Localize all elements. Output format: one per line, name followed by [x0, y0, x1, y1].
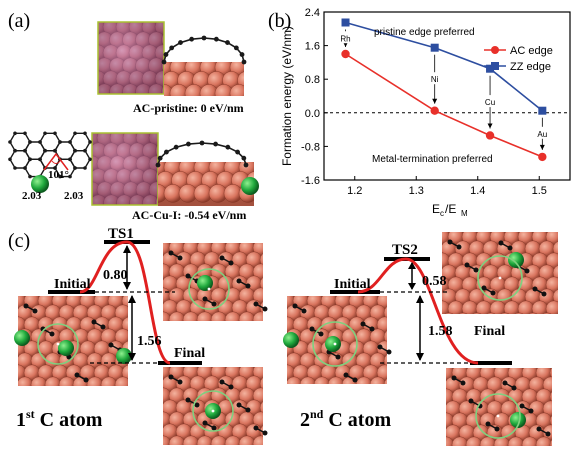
data-point-ac-edge [538, 152, 547, 162]
legend-marker [491, 62, 499, 70]
data-point-zz-edge [538, 106, 547, 115]
y-tick-label: 0.8 [305, 74, 320, 86]
y-tick-label: -1.6 [301, 175, 320, 187]
series-line-zz-edge [345, 21, 543, 112]
metal-label-bg [534, 126, 551, 139]
ac-pristine-structure [97, 21, 247, 96]
final-label-left: Final [174, 346, 205, 361]
ts-label-left: TS1 [108, 226, 134, 242]
bottom-annotation: Metal-termination preferred [372, 154, 493, 165]
y-tick-label: 0.0 [305, 108, 320, 120]
snapshot-ts-left [163, 243, 268, 321]
barrier-arrowhead-down-right [408, 283, 416, 290]
panel-b: (b) -1.6 -0.8 0.0 0.8 1.6 2.4 1.2 1.3 1.4 1.5 Rh N… [268, 7, 571, 218]
x-axis-label-sub1: c [440, 209, 444, 218]
drop-value-left: 1.56 [137, 334, 162, 349]
tube-segment-bottom [92, 133, 158, 205]
series-line-ac-edge [345, 53, 543, 158]
chart-legend: AC edge ZZ edge [484, 45, 553, 73]
data-point-ac-edge [485, 131, 495, 140]
data-point-ac-edge [430, 106, 439, 115]
snapshot-final-left [163, 367, 268, 445]
barrier-value-left: 0.80 [103, 268, 128, 283]
metal-label-bg [426, 72, 443, 85]
panel-c: (c) TS1 Initial 0.80 1.56 Final 1st C at… [8, 226, 558, 446]
top-annotation: pristine edge preferred [374, 27, 475, 38]
data-point-zz-edge [486, 64, 495, 73]
plot-frame [323, 11, 571, 181]
barrier-arrowhead-up-left [123, 245, 131, 253]
snapshot-final-right [446, 368, 552, 446]
tube-segment-top [98, 22, 164, 94]
data-point-zz-edge [430, 43, 439, 52]
snapshot-ts-right [442, 232, 558, 314]
reaction-path-right [357, 257, 479, 365]
data-point-zz-edge [341, 18, 350, 27]
ac-cu-caption: AC-Cu-I: -0.54 eV/nm [132, 208, 246, 222]
atom-label-right: 2nd C atom [300, 407, 391, 431]
cu-atom-left [31, 175, 49, 193]
metal-label-rh: Rh [340, 34, 350, 43]
legend-marker [491, 46, 499, 54]
chart-marks: Rh Ni Cu Au [337, 18, 551, 162]
x-tick-label: 1.5 [532, 185, 547, 197]
chart-axes: -1.6 -0.8 0.0 0.8 1.6 2.4 1.2 1.3 1.4 1.5 [301, 7, 570, 197]
ts-label-right: TS2 [392, 242, 418, 258]
atom-label-left: 1st C atom [16, 407, 103, 431]
metal-label-au: Au [537, 130, 547, 139]
metal-arrowhead [487, 123, 493, 129]
barrier-arrowhead-up-right [408, 262, 416, 269]
metal-arrowhead [432, 98, 438, 104]
drop-arrowhead-down-left [128, 353, 136, 361]
final-label-right: Final [474, 324, 505, 339]
bond-length-right: 2.03 [64, 190, 84, 202]
y-tick-label: 1.6 [305, 41, 320, 53]
bond-length-left: 2.03 [22, 190, 42, 202]
metal-label-cu: Cu [485, 98, 495, 107]
y-tick-label: 2.4 [305, 7, 320, 19]
ac-pristine-caption: AC-pristine: 0 eV/nm [133, 101, 244, 115]
y-tick-label: -0.8 [301, 141, 320, 153]
metal-label-bg [337, 31, 354, 44]
initial-label-left: Initial [54, 277, 91, 292]
legend-label: AC edge [510, 45, 553, 57]
angle-label: 101° [48, 169, 69, 181]
initial-label-right: Initial [334, 277, 371, 292]
bond-angle-marker [43, 152, 69, 171]
graphene-lattice-bottom [8, 131, 92, 179]
angle-arc [51, 160, 61, 164]
energy-diagram-right: TS2 Initial 0.58 1.58 Final 2nd C atom [283, 232, 558, 446]
x-tick-label: 1.2 [347, 185, 362, 197]
drop-arrowhead-up-right [416, 295, 424, 303]
panel-a: (a) AC-pristine: 0 eV/nm 101° 2.03 2.03 … [8, 10, 259, 222]
barrier-value-right: 0.58 [422, 274, 447, 289]
energy-diagram-left: TS1 Initial 0.80 1.56 Final 1st C atom [14, 226, 268, 445]
panel-c-label: (c) [8, 230, 30, 252]
ac-cu-structure [8, 131, 259, 206]
x-tick-label: 1.4 [470, 185, 485, 197]
barrier-arrowhead-down-left [123, 282, 131, 290]
cu-atom-right [241, 177, 259, 195]
data-point-ac-edge [341, 49, 350, 59]
y-axis-label: Formation energy (eV/nm) [280, 26, 294, 166]
reaction-path-left [79, 240, 171, 365]
snapshot-initial-left [14, 296, 132, 386]
drop-value-right: 1.58 [428, 324, 453, 339]
metal-label-ni: Ni [431, 75, 439, 84]
legend-label: ZZ edge [510, 61, 551, 73]
x-axis-label-base: E [432, 202, 440, 216]
x-axis-label-slash: /E [445, 202, 456, 216]
tube-outline-top [97, 21, 165, 95]
metal-label-bg [482, 95, 499, 108]
metal-arrowhead [539, 144, 545, 150]
drop-arrowhead-down-right [416, 353, 424, 361]
snapshot-initial-right [283, 296, 392, 384]
panel-b-label: (b) [268, 10, 291, 32]
panel-a-label: (a) [8, 10, 30, 32]
graphene-edge-bottom [155, 140, 254, 206]
graphene-edge-top [161, 35, 247, 96]
x-axis-label-sub2: M [461, 209, 468, 218]
drop-arrowhead-up-left [128, 295, 136, 303]
x-tick-label: 1.3 [409, 185, 424, 197]
